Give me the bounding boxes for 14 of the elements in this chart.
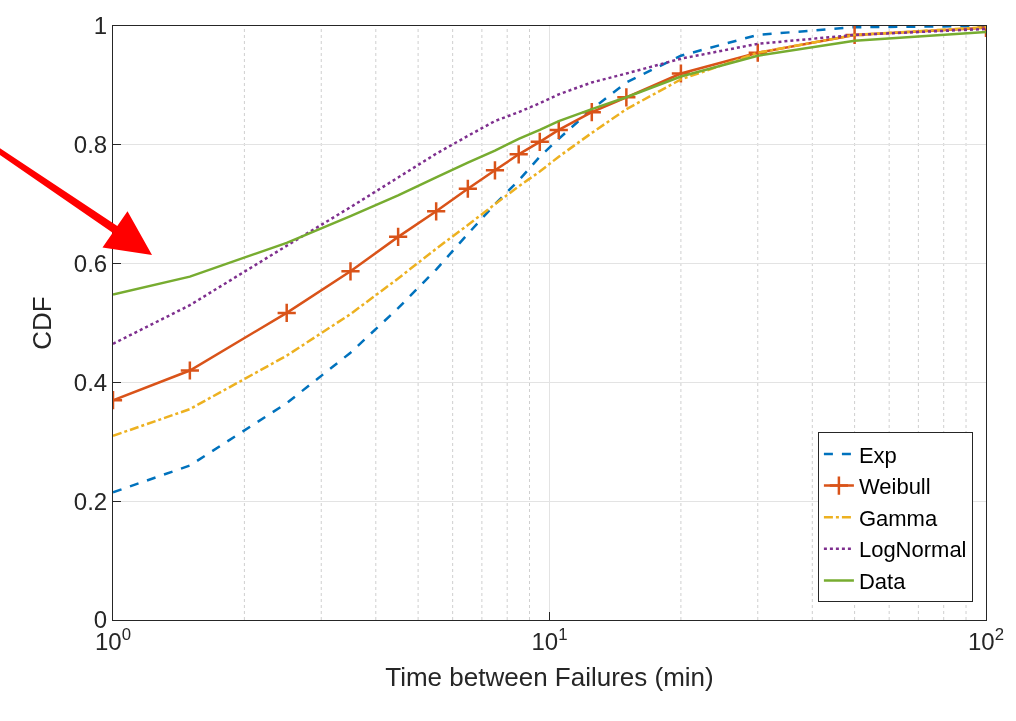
y-tick-label: 0.2 xyxy=(73,487,108,515)
legend-label: Data xyxy=(858,568,907,594)
y-axis-title: CDF xyxy=(27,296,58,350)
legend-label: Exp xyxy=(858,442,897,468)
x-tick-label: 10$^{1}$ xyxy=(531,624,568,655)
legend-label: Weibull xyxy=(858,474,931,500)
x-tick-label: 10$^{2}$ xyxy=(967,624,1005,655)
y-tick-label: 1 xyxy=(93,12,108,40)
legend-label: Gamma xyxy=(858,505,938,531)
y-tick-label: 0.6 xyxy=(73,250,108,277)
y-tick-label: 0.4 xyxy=(73,368,108,396)
y-tick-label: 0.8 xyxy=(73,131,108,159)
x-axis-title: Time between Failures (min) xyxy=(385,662,714,693)
legend-label: LogNormal xyxy=(858,537,967,563)
